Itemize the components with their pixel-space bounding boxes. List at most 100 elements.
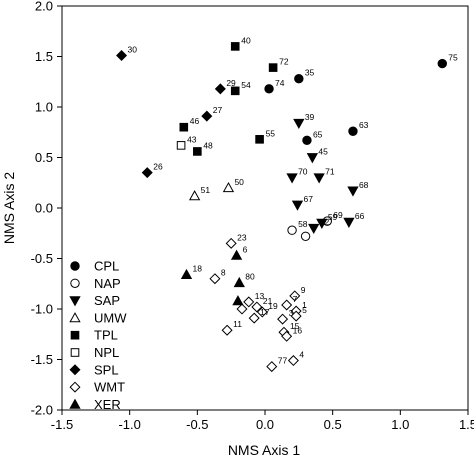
legend-label-sap: SAP xyxy=(94,293,120,308)
point-label: 58 xyxy=(298,219,308,229)
y-tick-label: 0.0 xyxy=(35,201,53,216)
point-xer xyxy=(233,276,245,288)
point-label: 51 xyxy=(201,185,211,195)
y-tick-label: -0.5 xyxy=(31,251,53,266)
point-label: 71 xyxy=(325,167,335,177)
legend-label-xer: XER xyxy=(94,397,121,412)
point-wmt xyxy=(251,301,263,313)
point-npl xyxy=(176,141,186,150)
point-label: 40 xyxy=(241,35,251,45)
point-label: 55 xyxy=(266,128,276,138)
point-wmt xyxy=(289,290,301,302)
point-label: 29 xyxy=(226,78,236,88)
point-tpl xyxy=(193,147,202,156)
x-tick-label: -1.0 xyxy=(118,417,140,432)
point-label: 3 xyxy=(289,308,294,318)
y-tick-label: 0.5 xyxy=(35,150,53,165)
legend-marker-wmt xyxy=(69,381,81,393)
point-label: 75 xyxy=(448,53,458,63)
point-wmt xyxy=(209,273,221,285)
data-points xyxy=(116,42,447,373)
legend-marker-xer xyxy=(69,398,81,409)
point-label: 63 xyxy=(359,120,369,130)
point-label: 48 xyxy=(203,140,213,150)
point-label: 26 xyxy=(153,162,163,172)
point-tpl xyxy=(230,86,240,96)
plot-frame xyxy=(61,5,469,411)
legend-marker-spl xyxy=(69,364,81,376)
y-tick-label: 1.5 xyxy=(35,49,53,64)
point-label: 65 xyxy=(313,129,323,139)
point-label: 16 xyxy=(293,325,303,335)
point-label: 50 xyxy=(234,177,244,187)
y-tick-label: 2.0 xyxy=(35,0,53,14)
x-tick-label: -0.5 xyxy=(186,417,208,432)
point-sap xyxy=(313,173,325,184)
point-label: 1 xyxy=(302,300,307,310)
point-wmt xyxy=(266,361,278,373)
point-label: 5 xyxy=(302,305,307,315)
point-label: 15 xyxy=(290,321,300,331)
point-wmt xyxy=(290,310,302,322)
point-sap xyxy=(343,217,355,228)
point-cpl xyxy=(437,58,447,69)
point-sap xyxy=(306,153,319,164)
point-label: 62 xyxy=(320,217,330,227)
point-umw xyxy=(222,181,235,193)
point-label: 35 xyxy=(305,68,315,78)
x-axis-title: NMS Axis 1 xyxy=(228,442,301,458)
y-axis-title: NMS Axis 2 xyxy=(1,172,17,245)
point-cpl xyxy=(348,126,358,136)
point-nap xyxy=(287,225,297,235)
legend-marker-umw xyxy=(69,312,81,323)
y-tick-label: -2.0 xyxy=(31,403,53,418)
legend-marker-npl xyxy=(70,348,80,357)
legend-label-spl: SPL xyxy=(94,362,119,377)
point-tpl xyxy=(255,135,264,144)
point-umw xyxy=(188,190,201,201)
point-spl xyxy=(214,83,226,95)
point-label: 39 xyxy=(305,112,315,122)
point-sap xyxy=(316,218,328,229)
point-sap xyxy=(308,223,320,235)
y-tick-label: 1.0 xyxy=(35,100,53,115)
point-tpl xyxy=(268,63,278,72)
point-wmt xyxy=(281,330,293,342)
point-label: 6 xyxy=(243,244,248,254)
point-cpl xyxy=(264,84,274,94)
legend-label-nap: NAP xyxy=(94,276,121,291)
point-wmt xyxy=(243,296,255,308)
point-label: 19 xyxy=(268,301,278,311)
point-label: 77 xyxy=(278,356,288,366)
legend-marker-tpl xyxy=(70,330,80,340)
point-label: 30 xyxy=(128,44,138,54)
point-label: 67 xyxy=(303,194,313,204)
point-label: 9 xyxy=(301,285,306,295)
point-spl xyxy=(141,167,153,179)
point-sap xyxy=(286,173,298,184)
point-spl xyxy=(116,49,128,61)
legend-marker-cpl xyxy=(70,261,80,271)
point-wmt xyxy=(281,299,293,311)
point-label: 13 xyxy=(255,291,265,301)
point-wmt xyxy=(287,355,299,367)
point-label: 66 xyxy=(355,211,365,221)
x-tick-label: 0.5 xyxy=(324,417,342,432)
legend-marker-nap xyxy=(70,278,80,288)
point-tpl xyxy=(179,122,189,132)
legend: CPL NAP SAP UMW TPL NPL SPL WMT XER xyxy=(69,259,127,412)
point-sap xyxy=(347,186,359,197)
point-wmt xyxy=(256,306,268,318)
legend-label-wmt: WMT xyxy=(94,380,125,395)
point-label: 8 xyxy=(221,268,226,278)
x-tick-label: -1.5 xyxy=(51,417,73,432)
point-label: 59 xyxy=(328,212,338,222)
point-label: 69 xyxy=(333,210,343,220)
legend-label-npl: NPL xyxy=(94,345,119,360)
point-wmt xyxy=(236,303,248,315)
point-label: 23 xyxy=(237,232,247,242)
legend-label-umw: UMW xyxy=(94,310,127,325)
point-wmt xyxy=(277,313,289,325)
